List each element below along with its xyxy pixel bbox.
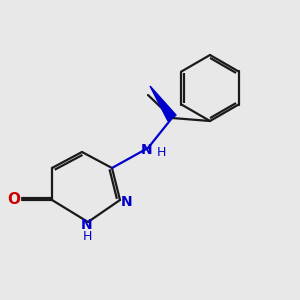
Text: N: N [121,195,133,209]
Text: N: N [81,218,93,232]
Text: H: H [82,230,92,242]
Text: H: H [156,146,166,158]
Text: N: N [141,143,153,157]
Polygon shape [150,86,176,121]
Text: O: O [8,193,20,208]
